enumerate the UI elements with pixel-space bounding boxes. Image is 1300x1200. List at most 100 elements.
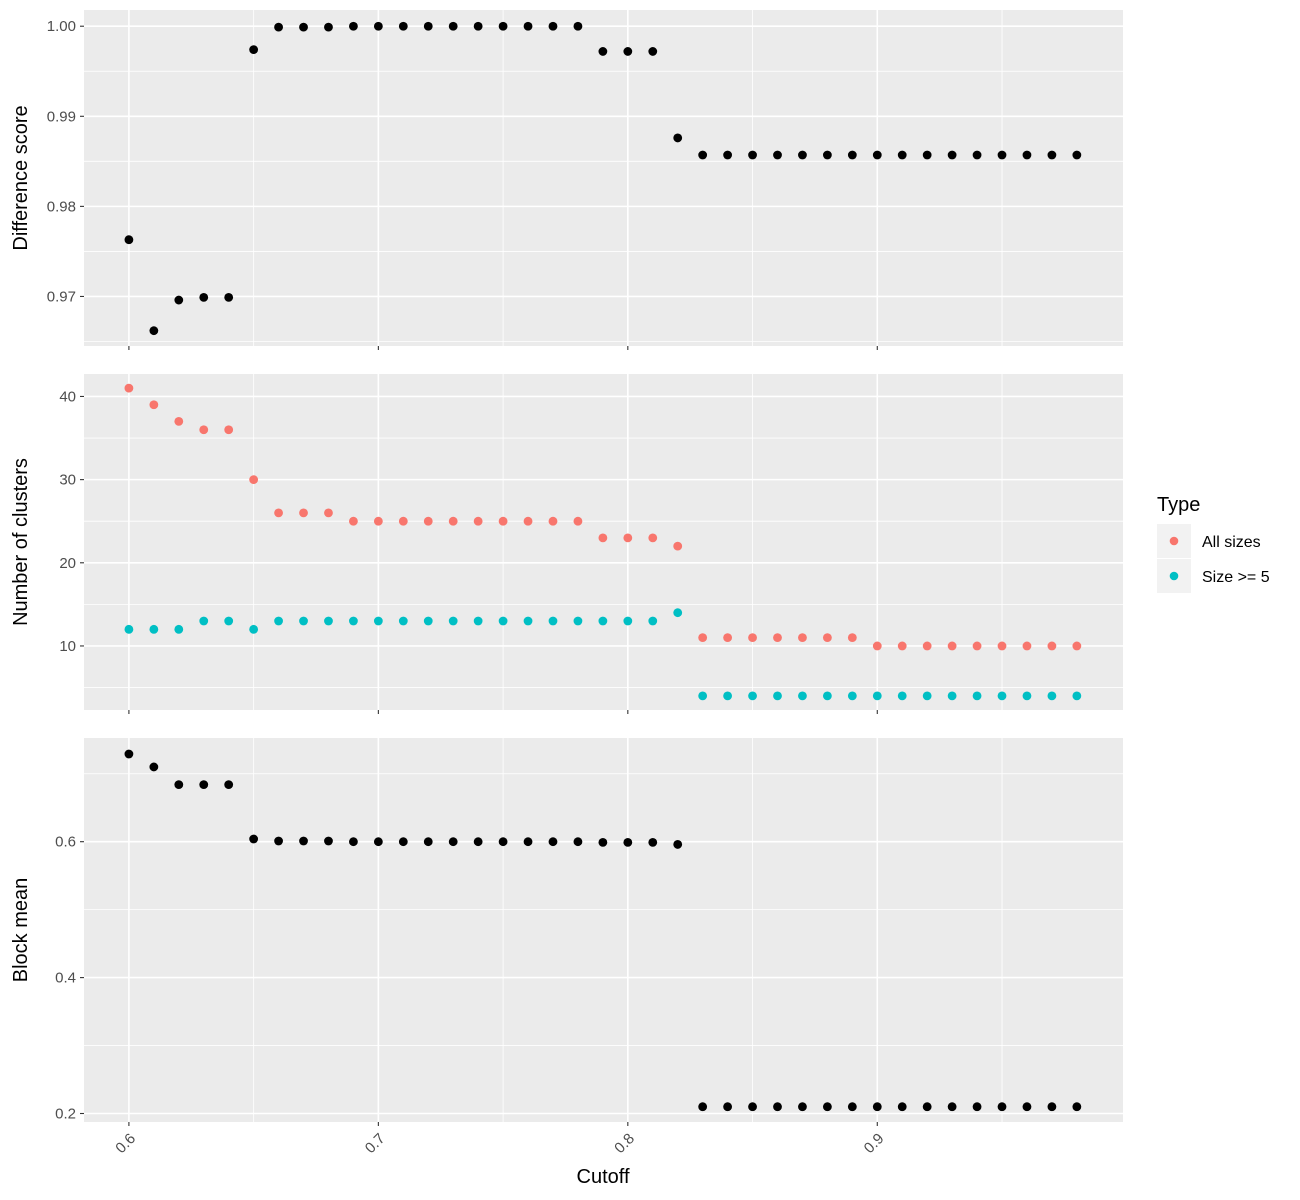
y-axis-title: Number of clusters (10, 458, 32, 626)
x-tick-label: 0.7 (362, 1130, 389, 1157)
data-point (598, 47, 608, 56)
data-point (473, 837, 483, 847)
data-point (124, 749, 134, 759)
y-tick-label: 0.6 (55, 834, 76, 851)
legend-key-all-sizes (1169, 536, 1179, 546)
data-point (997, 641, 1007, 651)
data-point (149, 624, 159, 634)
legend: Type All sizes Size >= 5 (1157, 494, 1270, 593)
data-point (623, 616, 633, 626)
data-point (648, 47, 658, 56)
data-point (947, 1102, 957, 1112)
legend-label-all-sizes: All sizes (1202, 534, 1261, 551)
data-point (723, 1102, 733, 1112)
y-tick-label: 10 (59, 638, 76, 655)
data-point (398, 616, 408, 626)
data-point (548, 837, 558, 847)
data-point (1047, 641, 1057, 651)
data-point (1022, 641, 1032, 651)
data-point (872, 150, 882, 160)
data-point (972, 150, 982, 160)
data-point (573, 21, 583, 31)
data-point (673, 133, 683, 143)
data-point (773, 150, 782, 160)
data-point (1072, 150, 1082, 160)
data-point (373, 21, 383, 31)
y-tick-label: 0.97 (47, 288, 76, 305)
data-point (623, 47, 633, 56)
data-point (1022, 150, 1032, 160)
data-point (523, 616, 533, 626)
data-point (274, 22, 283, 32)
data-point (274, 508, 283, 518)
data-point (299, 508, 308, 518)
data-point (648, 837, 658, 847)
data-point (1022, 1102, 1032, 1112)
data-point (149, 326, 159, 336)
data-point (847, 1102, 857, 1112)
panel-background (84, 738, 1123, 1122)
data-point (698, 633, 708, 643)
data-point (947, 150, 957, 160)
data-point (1072, 691, 1082, 701)
data-point (897, 150, 907, 160)
data-point (673, 840, 683, 849)
data-point (623, 533, 633, 543)
data-point (349, 516, 358, 526)
data-point (548, 21, 558, 31)
data-point (773, 633, 782, 643)
data-point (1047, 691, 1057, 701)
data-point (748, 150, 757, 160)
data-point (498, 837, 508, 847)
data-point (773, 1102, 782, 1112)
series-1 (124, 749, 1082, 1112)
data-point (448, 616, 458, 626)
data-point (897, 691, 907, 701)
data-point (847, 633, 857, 643)
data-point (523, 21, 533, 31)
data-point (349, 616, 358, 626)
data-point (224, 780, 234, 790)
y-axis-title: Difference score (10, 105, 32, 250)
data-point (324, 22, 333, 32)
data-point (299, 836, 308, 846)
data-point (872, 641, 882, 651)
data-point (673, 541, 683, 551)
data-point (199, 292, 209, 302)
series-size-5 (124, 608, 1082, 701)
y-tick-label: 0.99 (47, 108, 76, 125)
data-point (199, 780, 209, 790)
data-point (972, 1102, 982, 1112)
data-point (423, 516, 433, 526)
data-point (373, 616, 383, 626)
data-point (922, 691, 932, 701)
y-axis-title: Block mean (10, 878, 32, 983)
data-point (523, 516, 533, 526)
data-point (249, 45, 259, 55)
data-point (598, 616, 608, 626)
data-point (224, 292, 234, 302)
data-point (498, 616, 508, 626)
data-point (1047, 150, 1057, 160)
data-point (523, 837, 533, 847)
data-point (847, 150, 857, 160)
data-point (822, 1102, 832, 1112)
data-point (822, 633, 832, 643)
data-point (922, 150, 932, 160)
data-point (249, 475, 259, 485)
data-point (748, 691, 757, 701)
data-point (822, 150, 832, 160)
data-point (798, 1102, 807, 1112)
data-point (124, 624, 134, 634)
data-point (798, 633, 807, 643)
data-point (997, 150, 1007, 160)
data-point (349, 21, 358, 31)
data-point (423, 837, 433, 847)
data-point (1072, 641, 1082, 651)
data-point (124, 383, 134, 393)
data-point (698, 691, 708, 701)
y-tick-label: 0.2 (55, 1106, 76, 1123)
data-point (174, 417, 184, 426)
data-point (448, 21, 458, 31)
